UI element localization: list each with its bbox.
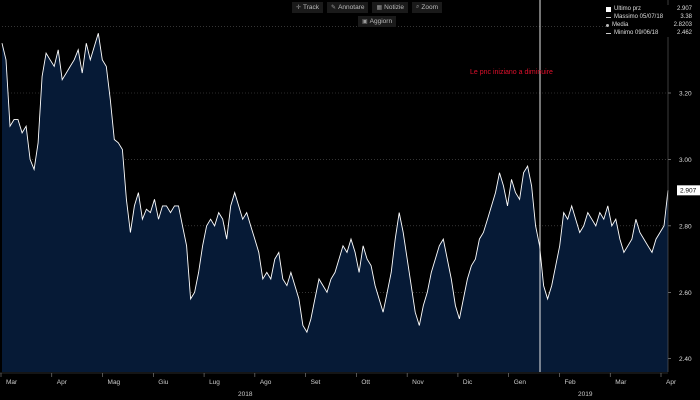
legend-min-label: Minimo 09/06/18 [614,30,659,36]
magnifier-icon: ⌕ [416,3,420,10]
x-tick-label: Giu [158,379,169,386]
annotate-label: Annotare [338,3,365,11]
legend-last: Ultimo prz 2.907 [606,5,692,13]
last-value-marker [677,185,700,196]
x-tick-label: Ott [361,379,370,386]
legend-avg: Media 2.8203 [606,21,692,29]
y-tick-label: 2.40 [679,356,692,363]
annotation-label: Le pnc iniziano a diminuire [470,69,553,76]
zoom-label: Zoom [421,3,439,11]
x-tick-label: Nov [412,379,424,386]
min-line-icon [606,32,611,34]
last-swatch-icon [606,6,611,12]
legend-max: Massimo 05/07/18 3.38 [606,13,692,21]
chart-legend: Ultimo prz 2.907 Massimo 05/07/18 3.38 Med… [606,5,692,37]
news-label: Notizie [384,3,405,11]
price-line [1,33,669,334]
avg-dot-icon [606,23,609,27]
x-tick-label: Set [311,379,321,386]
year-label: 2019 [578,391,593,398]
x-tick-label: Mag [108,379,121,386]
legend-max-value: 3.38 [680,14,692,20]
zoom-button[interactable]: ⌕ Zoom [412,1,443,13]
annotate-button[interactable]: ✎ Annotare [327,1,369,13]
legend-min-value: 2.462 [676,30,692,36]
legend-max-label: Massimo 05/07/18 [614,14,664,20]
x-tick-label: Mar [6,379,18,386]
chart-toolbar: ✛ Track ✎ Annotare ▦ Notizie ⌕ Zoom [292,0,443,14]
pencil-icon: ✎ [331,4,337,11]
x-tick-label: Ago [260,379,272,386]
x-tick-label: Mar [615,379,627,386]
x-tick-label: Lug [209,379,220,386]
track-button[interactable]: ✛ Track [292,1,324,13]
x-tick-label: Apr [57,379,68,386]
y-tick-label: 3.20 [679,91,692,98]
news-icon: ▦ [376,4,383,11]
crosshair-icon: ✛ [296,4,302,11]
legend-avg-label: Media [612,22,629,28]
update-label: Aggiorn [369,18,393,25]
track-label: Track [303,3,320,11]
update-button[interactable]: ▣ Aggiorn [358,16,397,27]
x-tick-label: Gen [514,379,527,386]
max-line-icon [606,16,611,18]
last-value-label: 2.907 [680,188,697,195]
legend-last-label: Ultimo prz [614,6,642,12]
y-tick-label: 2.80 [679,223,692,230]
refresh-icon: ▣ [362,19,368,25]
y-tick-label: 3.00 [679,157,692,164]
legend-avg-value: 2.8203 [673,22,692,28]
price-area [2,33,668,372]
x-tick-label: Feb [564,379,576,386]
legend-min: Minimo 09/06/18 2.462 [606,29,692,37]
news-button[interactable]: ▦ Notizie [372,1,409,13]
x-tick-label: Dic [463,379,473,386]
x-tick-label: Apr [666,379,677,386]
legend-last-value: 2.907 [676,6,692,12]
x-axis: Mar Apr Mag Giu Lug Ago Set Ott Nov Dic Gen Feb Mar A… [0,372,677,398]
year-label: 2018 [238,391,253,398]
y-tick-label: 2.60 [679,290,692,297]
